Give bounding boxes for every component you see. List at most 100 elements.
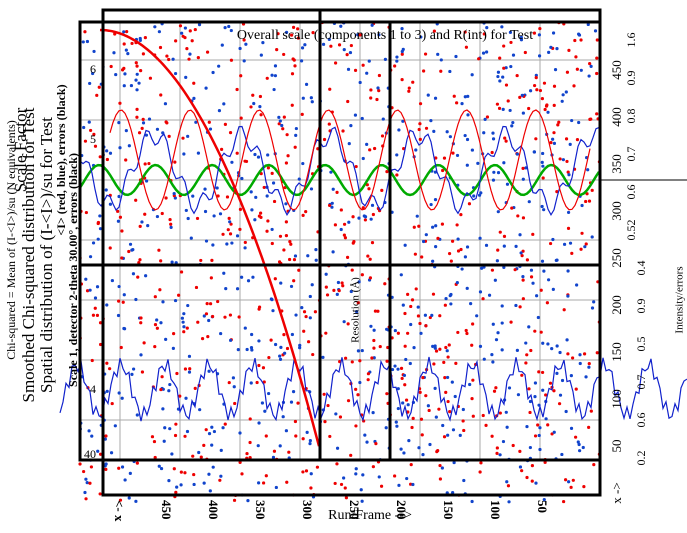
noise-dot [451, 151, 455, 155]
noise-dot [515, 348, 519, 352]
noise-dot [117, 194, 121, 199]
noise-dot [373, 309, 378, 313]
noise-dot [542, 208, 546, 212]
noise-dot [114, 72, 118, 77]
noise-dot [578, 361, 582, 366]
x-axis-label: Run/Frame --> [328, 508, 412, 523]
noise-dot [539, 288, 543, 292]
noise-dot [568, 142, 572, 146]
noise-dot [211, 70, 215, 75]
noise-dot [399, 366, 404, 371]
noise-dot [447, 251, 452, 256]
noise-dot [556, 123, 560, 127]
noise-dot [383, 282, 387, 286]
noise-dot [278, 357, 283, 361]
noise-dot [139, 69, 143, 73]
right-tick-label: 350 [609, 154, 624, 174]
noise-dot [221, 232, 225, 236]
far-right-tick-label: 0.5 [634, 337, 648, 352]
noise-dot [253, 218, 257, 222]
far-right-tick-label: 0.9 [634, 299, 648, 314]
noise-dot [281, 127, 285, 131]
noise-dot [527, 200, 531, 204]
noise-dot [164, 196, 168, 200]
noise-dot [187, 354, 192, 358]
noise-dot [139, 321, 143, 325]
noise-dot [395, 59, 399, 63]
noise-dot [155, 214, 160, 219]
noise-dot [263, 409, 267, 413]
noise-dot [227, 216, 231, 221]
noise-dot [246, 498, 250, 503]
noise-dot [280, 123, 284, 128]
noise-dot [196, 151, 201, 155]
noise-dot [128, 242, 133, 246]
noise-dot [529, 348, 533, 353]
noise-dot [237, 315, 241, 319]
noise-dot [286, 154, 290, 158]
noise-dot [529, 89, 533, 93]
noise-dot [412, 225, 416, 229]
noise-dot [471, 414, 475, 418]
noise-dot [174, 261, 178, 265]
noise-dot [460, 267, 464, 271]
noise-dot [135, 115, 139, 119]
noise-dot [395, 424, 399, 428]
noise-dot [339, 482, 344, 487]
noise-dot [540, 204, 544, 209]
noise-dot [366, 378, 370, 382]
noise-dot [324, 272, 328, 276]
left-tick-label: 5 [90, 132, 96, 146]
noise-dot [220, 147, 224, 151]
noise-dot [191, 454, 195, 458]
noise-dot [98, 227, 103, 231]
noise-dot [186, 216, 190, 221]
noise-dot [538, 426, 542, 430]
noise-dot [260, 401, 265, 405]
noise-dot [82, 469, 86, 474]
noise-dot [465, 163, 469, 167]
noise-dot [341, 284, 345, 288]
noise-dot [294, 133, 298, 137]
noise-dot [92, 49, 96, 54]
noise-dot [324, 285, 328, 289]
noise-dot [135, 413, 139, 417]
noise-dot [278, 119, 282, 123]
noise-dot [574, 435, 578, 439]
noise-dot [361, 206, 365, 210]
noise-dot [207, 472, 211, 476]
noise-dot [585, 192, 589, 196]
noise-dot [348, 50, 353, 55]
noise-dot [433, 170, 437, 174]
noise-dot [532, 150, 536, 154]
noise-dot [150, 435, 155, 439]
noise-dot [314, 248, 318, 252]
noise-dot [321, 42, 326, 46]
noise-dot [212, 429, 217, 434]
noise-dot [162, 439, 166, 443]
noise-dot [211, 314, 215, 319]
noise-dot [304, 314, 308, 319]
noise-dot [409, 304, 413, 309]
noise-dot [509, 320, 513, 324]
noise-dot [183, 471, 187, 475]
noise-dot [375, 97, 379, 102]
noise-dot [305, 430, 309, 434]
noise-dot [173, 433, 178, 438]
noise-dot [500, 348, 504, 352]
noise-dot [350, 268, 354, 272]
noise-dot [351, 241, 355, 245]
noise-dot [141, 52, 145, 56]
noise-dot [119, 345, 123, 350]
noise-dot [153, 322, 158, 327]
noise-dot [117, 121, 121, 125]
noise-dot [173, 298, 178, 303]
noise-dot [520, 469, 524, 473]
noise-dot [404, 357, 408, 362]
noise-dot [122, 30, 126, 34]
noise-dot [105, 149, 109, 153]
noise-dot [504, 66, 508, 70]
noise-dot [390, 367, 395, 372]
noise-dot [315, 465, 320, 469]
